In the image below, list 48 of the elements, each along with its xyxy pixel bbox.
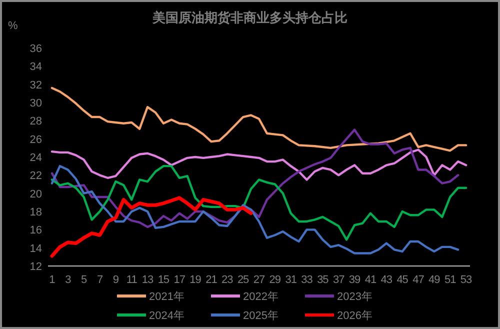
x-tick-label: 9 xyxy=(112,274,119,286)
y-tick-label: 36 xyxy=(30,43,42,55)
y-tick-label: 34 xyxy=(30,61,42,74)
legend-label: 2025年 xyxy=(243,310,278,322)
x-tick-label: 5 xyxy=(81,274,88,286)
x-tick-label: 41 xyxy=(364,274,376,286)
x-tick-label: 49 xyxy=(428,274,440,286)
y-tick-label: 18 xyxy=(30,206,42,218)
y-tick-label: 16 xyxy=(30,224,42,237)
x-tick-label: 23 xyxy=(222,274,234,286)
y-tick-label: 24 xyxy=(30,152,42,164)
x-tick-label: 3 xyxy=(65,274,72,286)
x-tick-label: 13 xyxy=(142,274,154,286)
legend-label: 2023年 xyxy=(337,291,372,303)
x-tick-label: 15 xyxy=(158,274,170,286)
y-axis-title: % xyxy=(8,20,18,32)
x-tick-label: 33 xyxy=(301,274,313,286)
x-tick-label: 37 xyxy=(333,274,345,286)
legend-label: 2022年 xyxy=(243,291,278,303)
x-tick-label: 27 xyxy=(253,274,265,286)
legend-label: 2021年 xyxy=(149,291,184,303)
x-tick-label: 53 xyxy=(460,274,472,286)
x-tick-label: 43 xyxy=(380,274,392,286)
x-tick-label: 47 xyxy=(412,274,424,286)
x-tick-label: 31 xyxy=(285,274,297,286)
y-tick-label: 30 xyxy=(30,98,42,110)
y-tick-label: 14 xyxy=(30,242,42,255)
x-tick-label: 11 xyxy=(126,274,138,286)
x-tick-label: 19 xyxy=(190,274,202,286)
chart-title: 美国原油期货非商业多头持仓占比 xyxy=(152,10,348,25)
x-tick-label: 1 xyxy=(49,274,56,286)
x-tick-label: 25 xyxy=(237,274,250,286)
x-tick-label: 45 xyxy=(396,274,408,286)
y-tick-label: 28 xyxy=(30,116,42,128)
y-tick-label: 32 xyxy=(30,79,42,92)
x-tick-label: 51 xyxy=(444,274,456,286)
y-tick-label: 26 xyxy=(30,134,42,146)
x-tick-label: 21 xyxy=(206,274,218,286)
x-tick-label: 7 xyxy=(96,274,103,286)
x-tick-label: 17 xyxy=(174,274,186,286)
y-tick-label: 22 xyxy=(30,170,42,182)
y-tick-label: 20 xyxy=(30,188,42,200)
x-tick-label: 35 xyxy=(317,274,329,286)
y-tick-label: 12 xyxy=(30,261,42,273)
legend-label: 2024年 xyxy=(149,310,184,322)
x-tick-label: 39 xyxy=(348,274,361,286)
legend-label: 2026年 xyxy=(337,310,372,322)
x-tick-label: 29 xyxy=(269,274,281,286)
